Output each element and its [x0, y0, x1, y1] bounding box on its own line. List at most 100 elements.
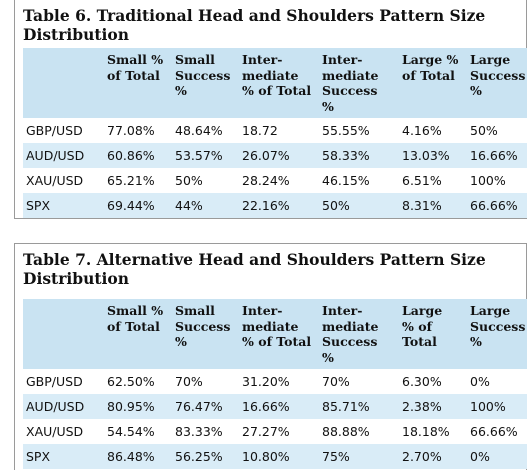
table-cell: 6.30%: [402, 374, 442, 389]
table-cell: 54.54%: [107, 424, 155, 439]
table-cell: 70%: [175, 374, 203, 389]
column-header-line: of Total: [107, 318, 160, 334]
table-cell: 16.66%: [242, 399, 290, 414]
column-header: Inter-mediate% of Total: [236, 48, 316, 118]
table-cell: 77.08%: [107, 123, 155, 138]
table-7-block: Table 7. Alternative Head and Shoulders …: [14, 243, 527, 470]
column-header-line: Large: [470, 303, 511, 318]
column-header: Small Success%: [169, 48, 236, 118]
table-6-header: Small % of Total Small Success% Inter-mediat…: [23, 48, 527, 118]
table-cell: 66.66%: [470, 198, 518, 213]
table-row: GBP/USD 62.50% 70% 31.20% 70% 6.30% 0%: [23, 369, 527, 394]
table-cell: 6.51%: [402, 173, 442, 188]
table-cell: 60.86%: [107, 148, 155, 163]
table-7-header: Small % of Total Small Success% Inter-mediat…: [23, 299, 527, 369]
column-header-line: Small %: [107, 303, 164, 318]
column-header: Inter-mediate Success %: [316, 299, 396, 369]
table-cell: 27.27%: [242, 424, 290, 439]
table-row: GBP/USD 77.08% 48.64% 18.72 55.55% 4.16% 50%: [23, 118, 527, 143]
row-label: XAU/USD: [26, 424, 84, 439]
table-cell: 28.24%: [242, 173, 290, 188]
table-cell: 8.31%: [402, 198, 442, 213]
column-header-line: Inter-: [242, 52, 283, 67]
column-header-line: Success: [470, 67, 526, 83]
row-label: AUD/USD: [26, 148, 85, 163]
table-cell: 0%: [470, 449, 490, 464]
column-header-line: Success %: [322, 334, 378, 365]
table-6-caption-line1: Table 6. Traditional Head and Shoulders …: [23, 6, 486, 25]
column-header-line: Success: [175, 318, 231, 334]
column-header-line: mediate: [322, 67, 379, 83]
column-header-line: mediate: [242, 318, 299, 334]
column-header-line: mediate: [242, 67, 299, 83]
column-header-line: Success: [470, 318, 526, 334]
table-cell: 83.33%: [175, 424, 223, 439]
row-label: GBP/USD: [26, 123, 83, 138]
table-row: AUD/USD 80.95% 76.47% 16.66% 85.71% 2.38% 100%: [23, 394, 527, 419]
table-cell: 26.07%: [242, 148, 290, 163]
row-label: XAU/USD: [26, 173, 84, 188]
column-header-line: Large: [470, 52, 511, 67]
table-cell: 50%: [470, 123, 498, 138]
table-cell: 50%: [175, 173, 203, 188]
table-6-caption: Table 6. Traditional Head and Shoulders …: [15, 0, 526, 44]
column-header-line: % of: [402, 318, 432, 334]
table-cell: 22.16%: [242, 198, 290, 213]
table-6-body: GBP/USD 77.08% 48.64% 18.72 55.55% 4.16% 50% AU…: [23, 118, 527, 218]
column-header-line: Large: [402, 303, 443, 318]
column-header-line: Small: [175, 303, 215, 318]
row-label: SPX: [26, 449, 51, 464]
column-header-line: % of Total: [242, 83, 312, 98]
table-cell: 48.64%: [175, 123, 223, 138]
table-cell: 50%: [322, 198, 350, 213]
table-cell: 80.95%: [107, 399, 155, 414]
column-header: Large Success%: [464, 48, 527, 118]
table-cell: 70%: [322, 374, 350, 389]
column-header: Small % of Total: [101, 299, 169, 369]
table-7-caption: Table 7. Alternative Head and Shoulders …: [15, 244, 526, 288]
row-label: SPX: [26, 198, 51, 213]
table-cell: 65.21%: [107, 173, 155, 188]
table-cell: 86.48%: [107, 449, 155, 464]
table-cell: 100%: [470, 399, 506, 414]
table-cell: 0%: [470, 374, 490, 389]
table-cell: 46.15%: [322, 173, 370, 188]
column-header-line: Inter-: [322, 303, 363, 318]
column-header-line: %: [470, 83, 482, 98]
column-header: Large Success%: [464, 299, 527, 369]
table-cell: 62.50%: [107, 374, 155, 389]
column-header-line: of Total: [402, 67, 455, 83]
table-7-body: GBP/USD 62.50% 70% 31.20% 70% 6.30% 0% AUD/USD 8…: [23, 369, 527, 469]
table-cell: 13.03%: [402, 148, 450, 163]
column-header-line: mediate: [322, 318, 379, 334]
table-cell: 66.66%: [470, 424, 518, 439]
column-header-line: %: [175, 334, 187, 349]
column-header-line: Large %: [402, 52, 459, 67]
table-cell: 4.16%: [402, 123, 442, 138]
table-row: AUD/USD 60.86% 53.57% 26.07% 58.33% 13.03% 16.…: [23, 143, 527, 168]
header-corner-cell: [23, 299, 101, 369]
table-cell: 85.71%: [322, 399, 370, 414]
column-header: Small Success%: [169, 299, 236, 369]
column-header: Large % of Total: [396, 48, 464, 118]
column-header-line: Success: [175, 67, 231, 83]
column-header-line: Small: [175, 52, 215, 67]
table-cell: 56.25%: [175, 449, 223, 464]
table-7-caption-line1: Table 7. Alternative Head and Shoulders …: [23, 250, 486, 269]
row-label: GBP/USD: [26, 374, 83, 389]
column-header-line: Inter-: [322, 52, 363, 67]
table-7-caption-line2: Distribution: [23, 269, 130, 288]
table-cell: 76.47%: [175, 399, 223, 414]
column-header-line: %: [470, 334, 482, 349]
table-6-caption-line2: Distribution: [23, 25, 130, 44]
table-cell: 16.66%: [470, 148, 518, 163]
table-cell: 18.72: [242, 123, 278, 138]
column-header-line: Inter-: [242, 303, 283, 318]
table-cell: 31.20%: [242, 374, 290, 389]
header-corner-cell: [23, 48, 101, 118]
table-row: SPX 69.44% 44% 22.16% 50% 8.31% 66.66%: [23, 193, 527, 218]
table-cell: 58.33%: [322, 148, 370, 163]
table-cell: 88.88%: [322, 424, 370, 439]
table-cell: 10.80%: [242, 449, 290, 464]
column-header: Small % of Total: [101, 48, 169, 118]
